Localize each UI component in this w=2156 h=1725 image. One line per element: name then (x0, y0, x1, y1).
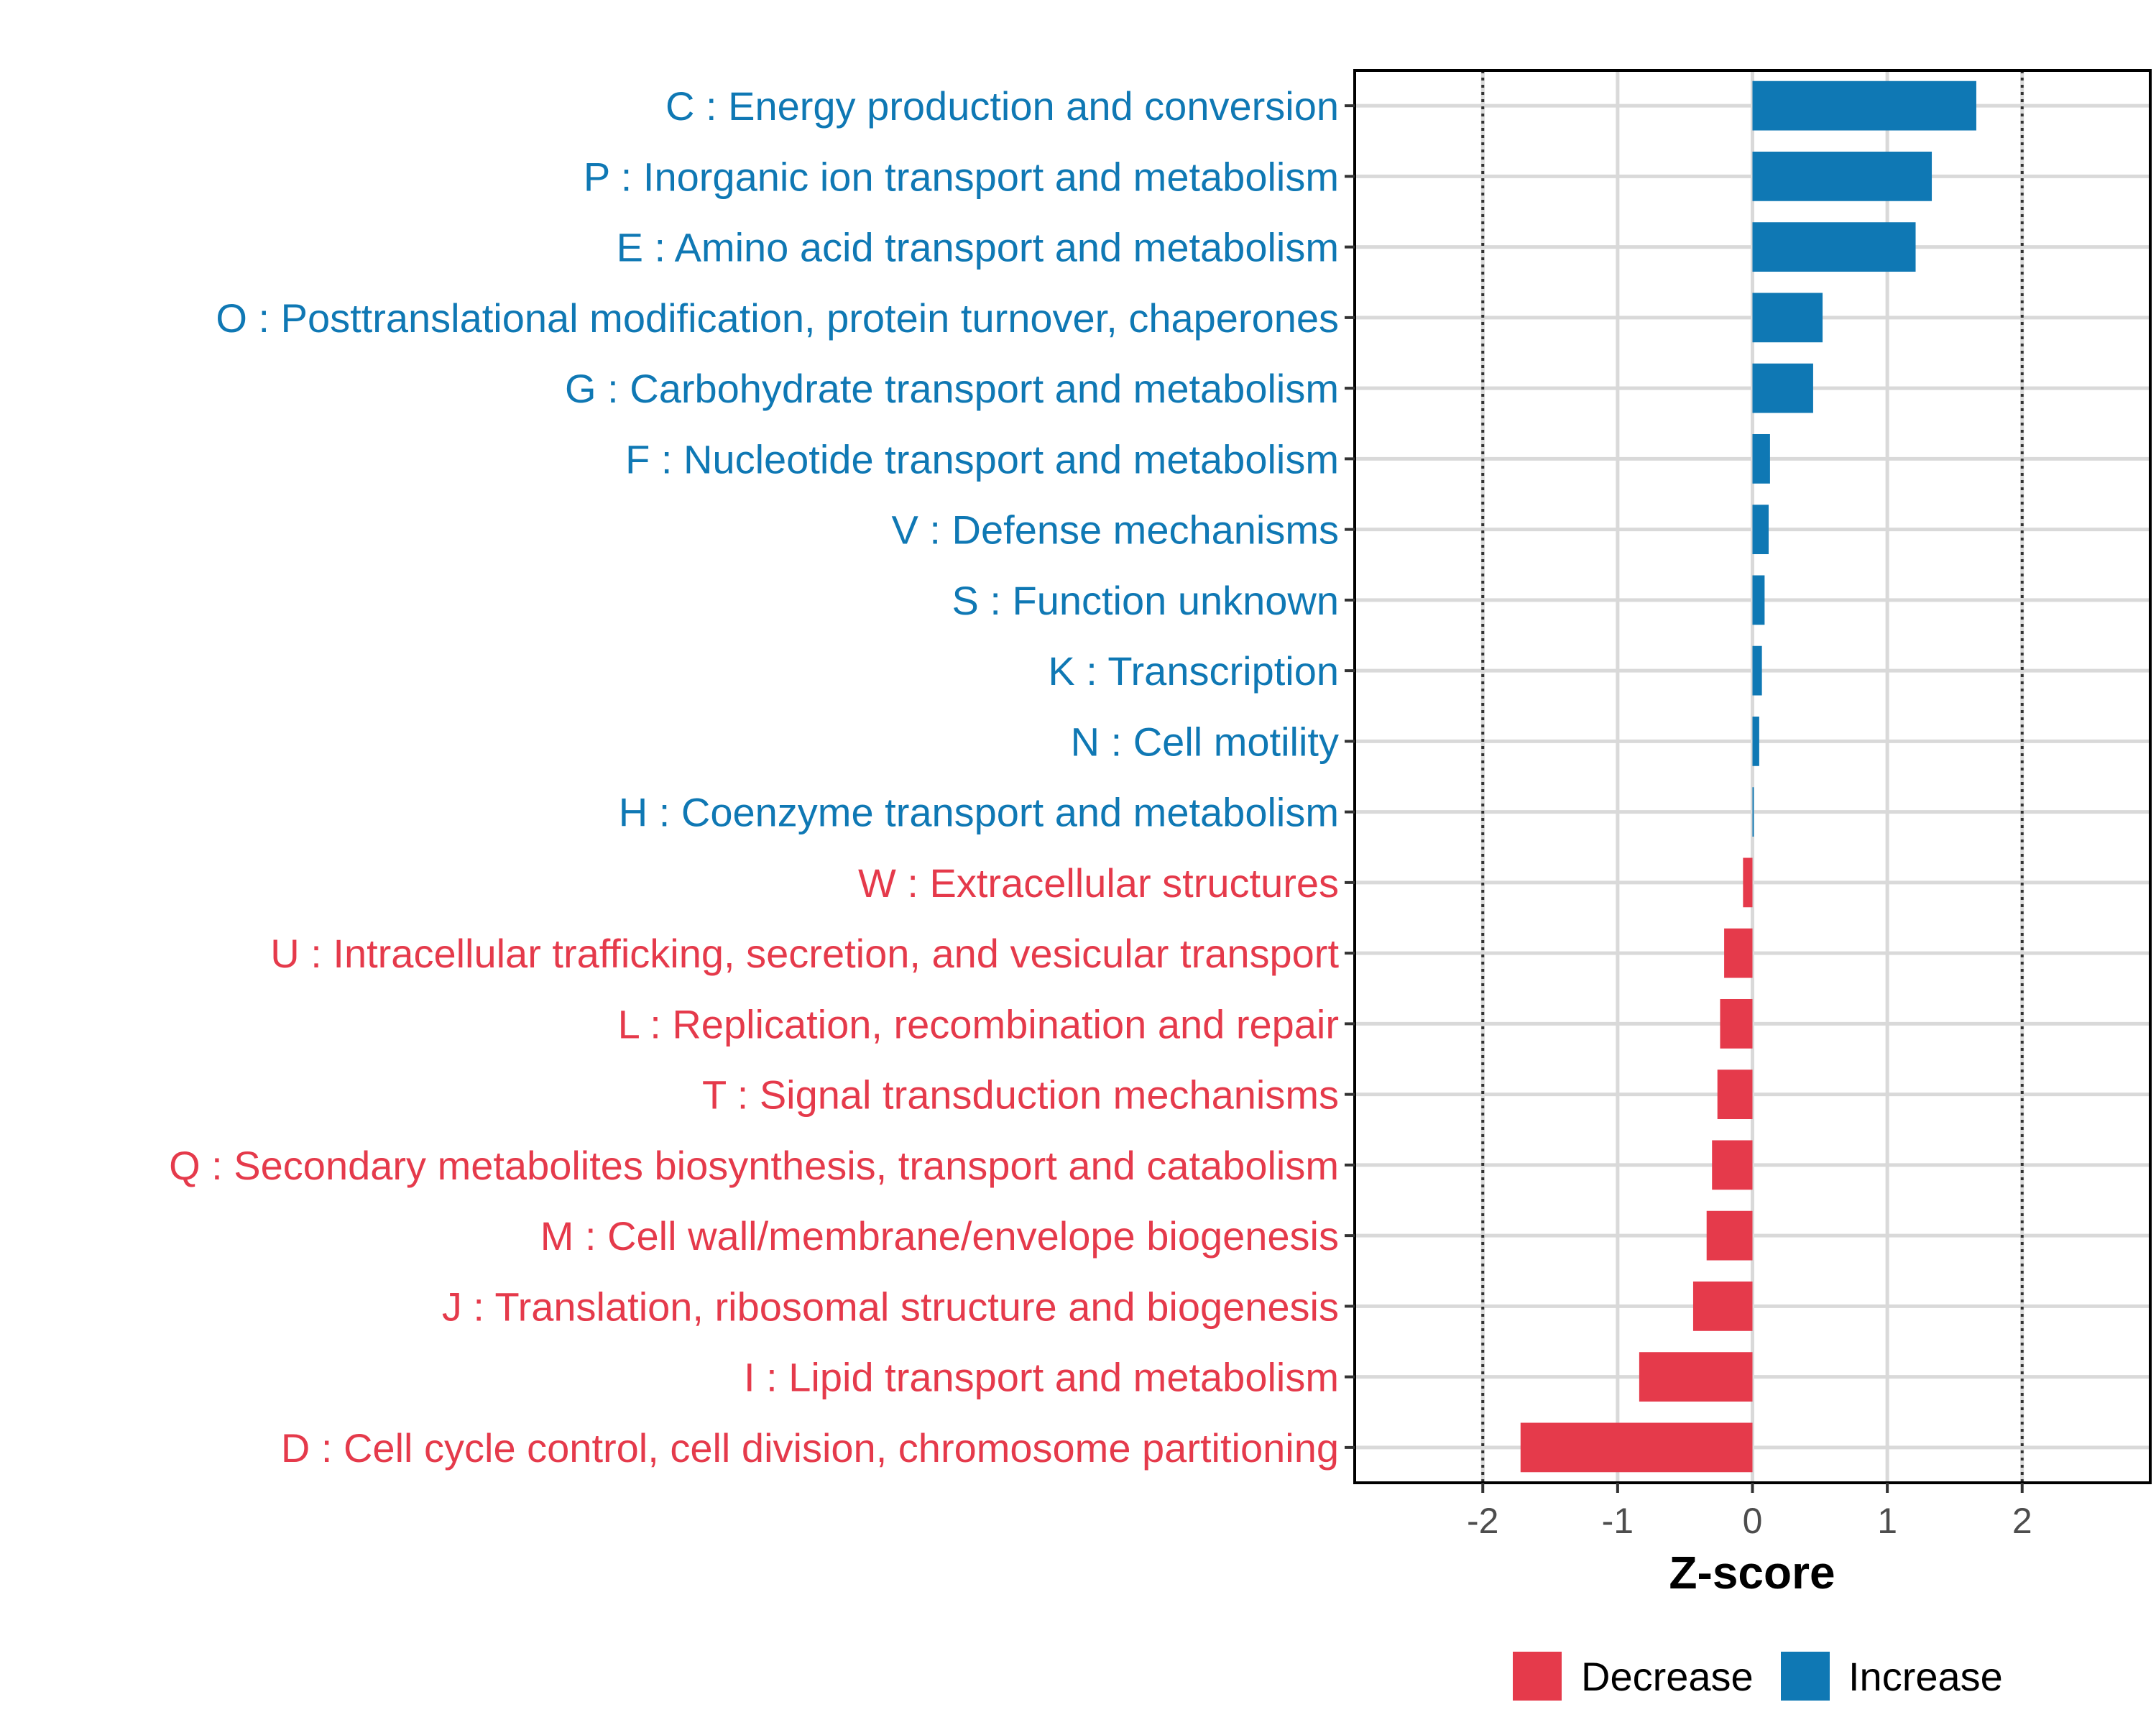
x-tick-label: -2 (1467, 1501, 1498, 1541)
x-tick-label: 2 (2012, 1501, 2032, 1541)
category-label: G : Carbohydrate transport and metabolis… (565, 366, 1339, 411)
bar-u (1724, 928, 1753, 978)
bar-p (1752, 151, 1932, 201)
category-label: U : Intracellular trafficking, secretion… (270, 931, 1339, 976)
legend-label-decrease: Decrease (1581, 1654, 1754, 1699)
category-label: C : Energy production and conversion (665, 83, 1339, 129)
bar-c (1752, 80, 1976, 131)
category-label: Q : Secondary metabolites biosynthesis, … (169, 1143, 1339, 1188)
bar-e (1752, 222, 1916, 272)
x-tick-label: -1 (1602, 1501, 1634, 1541)
bar-w (1743, 857, 1753, 908)
bars (1520, 80, 1976, 1473)
category-label: E : Amino acid transport and metabolism (617, 225, 1339, 270)
x-tick-label: 0 (1743, 1501, 1763, 1541)
category-label: H : Coenzyme transport and metabolism (619, 790, 1339, 835)
category-label: K : Transcription (1048, 648, 1339, 694)
bar-j (1692, 1281, 1753, 1331)
bar-v (1752, 505, 1769, 555)
x-axis-title: Z-score (1669, 1547, 1835, 1598)
legend-label-increase: Increase (1848, 1654, 2003, 1699)
category-label: T : Signal transduction mechanisms (702, 1072, 1339, 1118)
bar-h (1752, 787, 1754, 837)
bar-f (1752, 433, 1770, 484)
bar-q (1712, 1140, 1753, 1190)
category-label: D : Cell cycle control, cell division, c… (281, 1425, 1339, 1471)
legend: Decrease Increase (1513, 1652, 2003, 1701)
category-label: I : Lipid transport and metabolism (744, 1355, 1339, 1400)
bar-l (1720, 998, 1753, 1049)
category-labels: C : Energy production and conversion P : … (169, 83, 1339, 1471)
bar-m (1706, 1210, 1753, 1261)
x-axis-ticks: -2 -1 0 1 2 (1467, 1483, 2032, 1541)
bar-n (1752, 716, 1759, 766)
category-label: N : Cell motility (1071, 719, 1339, 764)
bar-k (1752, 645, 1762, 696)
category-label: V : Defense mechanisms (892, 507, 1339, 553)
y-axis-ticks (1345, 104, 1355, 1449)
bar-o (1752, 293, 1823, 343)
bar-s (1752, 575, 1765, 625)
bar-i (1639, 1352, 1753, 1402)
category-label: O : Posttranslational modification, prot… (216, 295, 1339, 341)
category-label: W : Extracellular structures (858, 860, 1339, 906)
category-label: J : Translation, ribosomal structure and… (442, 1284, 1339, 1329)
x-tick-label: 1 (1877, 1501, 1897, 1541)
category-label: M : Cell wall/membrane/envelope biogenes… (540, 1213, 1339, 1259)
bar-t (1717, 1070, 1753, 1120)
bar-g (1752, 363, 1813, 413)
legend-swatch-increase (1781, 1652, 1830, 1701)
legend-swatch-decrease (1513, 1652, 1562, 1701)
category-label: L : Replication, recombination and repai… (618, 1001, 1339, 1046)
bar-d (1520, 1422, 1753, 1473)
category-label: S : Function unknown (952, 578, 1339, 623)
category-label: P : Inorganic ion transport and metaboli… (584, 154, 1339, 199)
reference-lines (1481, 70, 2024, 1483)
category-label: F : Nucleotide transport and metabolism (625, 436, 1339, 482)
